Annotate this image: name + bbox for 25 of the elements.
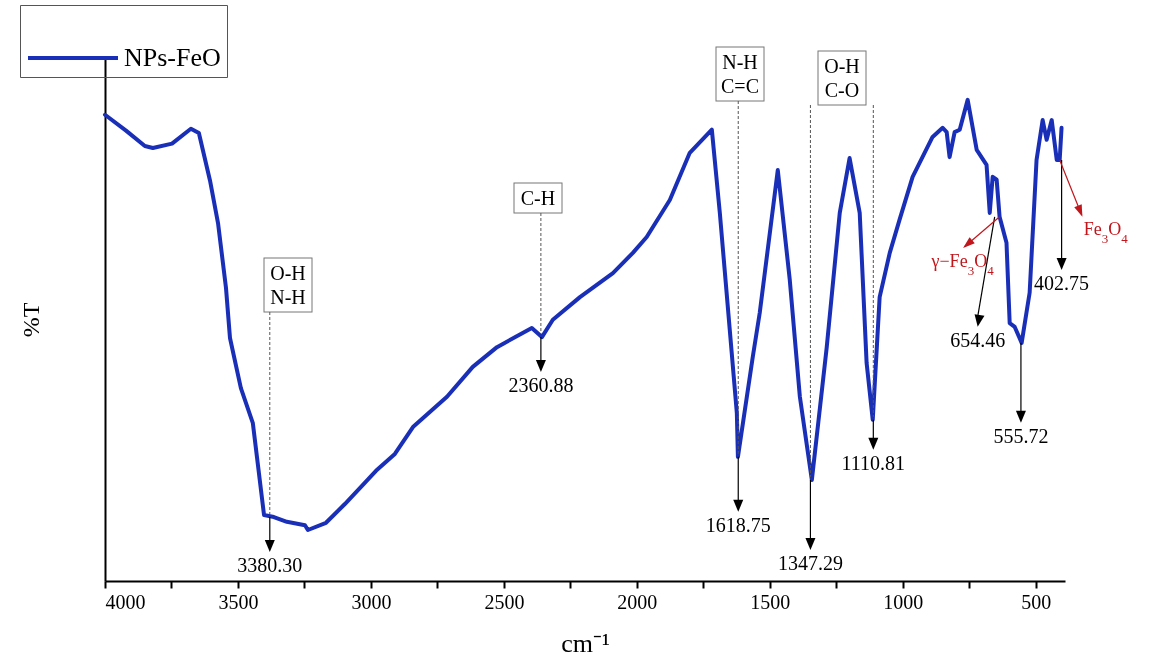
text: N-H C=C xyxy=(721,51,759,97)
annotation: 3380.30 xyxy=(237,554,303,577)
annotation: O-H N-H xyxy=(270,262,306,308)
x-tick-label: 2500 xyxy=(484,590,525,613)
x-tick-label: 4000 xyxy=(105,590,146,613)
legend-label: NPs-FeO xyxy=(124,43,221,72)
annotation: 1110.81 xyxy=(841,451,906,474)
x-tick-label: 1000 xyxy=(883,590,924,613)
annotation: 402.75 xyxy=(1034,272,1090,294)
annotation: O-H C-O xyxy=(824,55,860,101)
annotation: Fe$_{3}$O$_{4}$ xyxy=(1083,219,1129,246)
annotation: 1347.29 xyxy=(777,551,843,574)
annotation: 1618.75 xyxy=(705,513,771,536)
annotation: 2360.88 xyxy=(508,374,574,397)
x-tick-label: 3500 xyxy=(218,590,259,613)
annotation: γ−Fe$_{3}$O$_{4}$ xyxy=(930,250,995,278)
x-tick-label: 3000 xyxy=(351,590,392,613)
y-axis-title: %T xyxy=(17,302,44,338)
x-tick-label: 2000 xyxy=(617,590,658,613)
x-tick-label: 500 xyxy=(1021,590,1052,613)
annotation: C-H xyxy=(520,187,556,209)
x-axis-title: cm⁻¹ xyxy=(561,628,610,658)
annotation: 555.72 xyxy=(993,424,1049,447)
x-tick-label: 1500 xyxy=(750,590,791,613)
annotation: 654.46 xyxy=(950,328,1006,351)
